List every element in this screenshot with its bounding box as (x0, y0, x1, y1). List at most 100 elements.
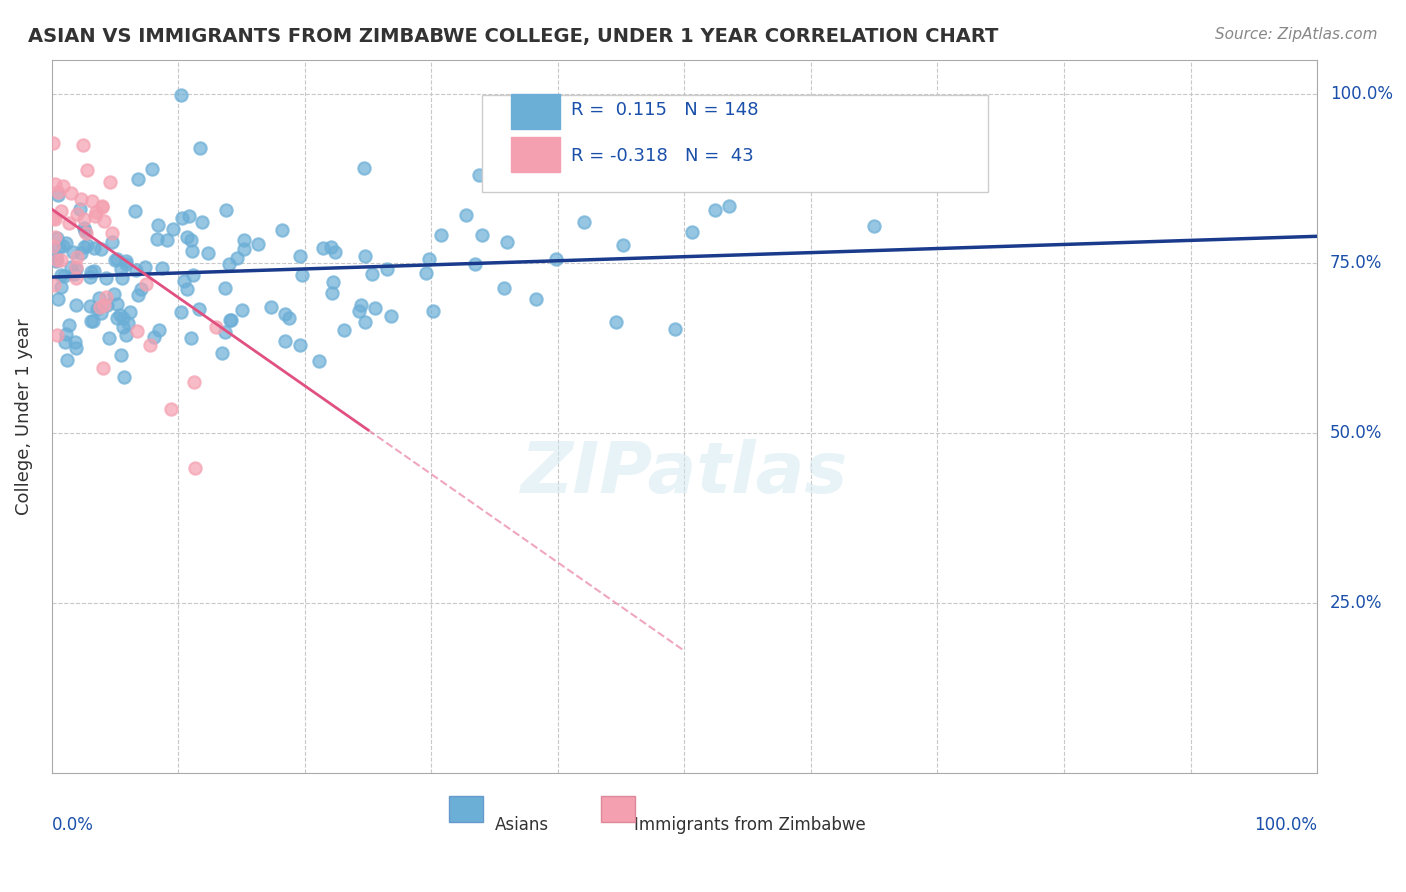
Asians (146, 232, 169, 246)
Immigrants from Zimbabwe (44, 212, 66, 227)
Asians (361, 267, 384, 281)
Asians (322, 276, 344, 290)
Immigrants from Zimbabwe (51, 253, 73, 268)
Y-axis label: College, Under 1 year: College, Under 1 year (15, 318, 32, 515)
Asians (181, 268, 204, 282)
Asians (271, 223, 294, 237)
Asians (82, 314, 104, 328)
Asians (464, 256, 486, 270)
Asians (60, 260, 83, 274)
Immigrants from Zimbabwe (42, 136, 65, 151)
Asians (187, 301, 209, 316)
Asians (150, 261, 173, 276)
Immigrants from Zimbabwe (91, 360, 114, 375)
Asians (291, 268, 314, 282)
Immigrants from Zimbabwe (93, 298, 115, 312)
Asians (75, 224, 97, 238)
Immigrants from Zimbabwe (44, 177, 66, 191)
Asians (89, 291, 111, 305)
Asians (79, 270, 101, 285)
FancyBboxPatch shape (510, 136, 561, 171)
Immigrants from Zimbabwe (93, 214, 115, 228)
Asians (55, 235, 77, 250)
Asians (415, 266, 437, 280)
Asians (454, 208, 477, 222)
Asians (115, 328, 138, 343)
Asians (524, 292, 547, 306)
Asians (48, 240, 70, 254)
Asians (124, 204, 146, 219)
Asians (129, 282, 152, 296)
Asians (233, 242, 256, 256)
Immigrants from Zimbabwe (60, 186, 83, 200)
Asians (221, 313, 243, 327)
Asians (246, 236, 269, 251)
Asians (544, 252, 567, 267)
Asians (101, 235, 124, 249)
Asians (105, 252, 128, 266)
Asians (117, 316, 139, 330)
Text: 50.0%: 50.0% (1330, 425, 1382, 442)
Asians (80, 265, 103, 279)
Immigrants from Zimbabwe (125, 324, 148, 338)
Asians (277, 311, 299, 326)
Immigrants from Zimbabwe (73, 212, 96, 227)
Asians (148, 323, 170, 337)
Asians (53, 268, 76, 283)
Asians (214, 281, 236, 295)
Asians (65, 298, 87, 312)
Asians (49, 280, 72, 294)
Asians (492, 280, 515, 294)
Asians (115, 254, 138, 268)
FancyBboxPatch shape (510, 94, 561, 128)
Asians (172, 211, 194, 225)
Asians (45, 249, 67, 263)
Asians (49, 268, 72, 282)
Text: 75.0%: 75.0% (1330, 254, 1382, 272)
Asians (55, 327, 77, 342)
Asians (323, 245, 346, 260)
Asians (104, 253, 127, 268)
Asians (364, 301, 387, 315)
Asians (430, 227, 453, 242)
Text: 0.0%: 0.0% (52, 816, 94, 834)
Asians (176, 230, 198, 244)
Immigrants from Zimbabwe (65, 260, 87, 274)
Asians (418, 252, 440, 267)
Asians (350, 298, 373, 312)
Asians (468, 168, 491, 182)
Asians (717, 199, 740, 213)
Immigrants from Zimbabwe (69, 192, 91, 206)
Asians (470, 228, 492, 243)
Asians (583, 169, 606, 184)
Asians (162, 221, 184, 235)
Text: Asians: Asians (495, 816, 548, 834)
Asians (83, 264, 105, 278)
Asians (79, 314, 101, 328)
Asians (56, 353, 79, 368)
Asians (219, 313, 242, 327)
Immigrants from Zimbabwe (45, 327, 67, 342)
Asians (572, 215, 595, 229)
Asians (181, 244, 204, 258)
Asians (259, 300, 281, 314)
Immigrants from Zimbabwe (84, 209, 107, 223)
Asians (211, 346, 233, 360)
Asians (703, 202, 725, 217)
Asians (664, 322, 686, 336)
Asians (65, 261, 87, 276)
Immigrants from Zimbabwe (65, 251, 87, 265)
Immigrants from Zimbabwe (52, 178, 75, 193)
Asians (177, 209, 200, 223)
Immigrants from Zimbabwe (49, 204, 72, 219)
Asians (69, 245, 91, 260)
Asians (45, 254, 67, 268)
Immigrants from Zimbabwe (90, 199, 112, 213)
Asians (46, 292, 69, 306)
Asians (108, 308, 131, 322)
Asians (349, 304, 371, 318)
Asians (45, 252, 67, 267)
Asians (53, 335, 76, 350)
Text: R =  0.115   N = 148: R = 0.115 N = 148 (571, 101, 758, 119)
Immigrants from Zimbabwe (44, 229, 66, 244)
